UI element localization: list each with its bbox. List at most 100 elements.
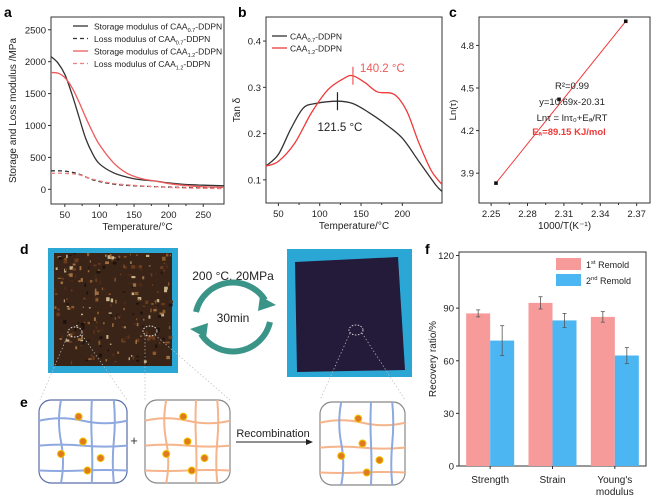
photo-before-sample xyxy=(54,253,172,366)
series-line xyxy=(50,56,225,187)
texture-speck xyxy=(98,353,102,358)
y-tick-label: 1500 xyxy=(25,89,46,100)
texture-speck xyxy=(123,264,125,269)
x-tick-label: 250 xyxy=(195,210,211,221)
texture-speck xyxy=(125,336,129,339)
texture-speck xyxy=(98,263,101,265)
texture-speck xyxy=(86,253,90,257)
texture-speck xyxy=(153,309,157,312)
panel-e-schematic: + Recombination xyxy=(38,399,406,486)
texture-speck xyxy=(96,321,98,324)
crosslink-icon xyxy=(354,414,363,423)
texture-speck xyxy=(117,351,120,354)
x-tick-label: 200 xyxy=(394,209,410,220)
texture-speck xyxy=(123,301,126,305)
bar xyxy=(614,355,639,466)
texture-speck xyxy=(93,264,97,267)
texture-speck xyxy=(132,283,137,287)
texture-speck xyxy=(118,255,121,258)
texture-speck xyxy=(138,283,143,286)
texture-speck xyxy=(110,315,113,317)
texture-speck xyxy=(136,355,139,358)
texture-speck xyxy=(65,303,70,305)
texture-speck xyxy=(153,311,156,314)
polymer-chain xyxy=(38,469,128,473)
chart-b-tan-delta: 50 100 150 200 0.1 0.2 0.3 0.4 Temperature/°C Tan… xyxy=(232,16,443,232)
texture-speck xyxy=(81,327,83,331)
y-tick-label: 4.8 xyxy=(461,41,474,52)
texture-speck xyxy=(166,355,170,360)
texture-speck xyxy=(68,341,73,343)
panel-label-f: f xyxy=(425,241,430,257)
texture-speck xyxy=(54,306,57,309)
legend-label: Storage modulus of CAA1.2-DDPN xyxy=(94,47,222,60)
texture-speck xyxy=(114,317,117,320)
y-tick-label: 0 xyxy=(41,185,46,196)
texture-speck xyxy=(70,336,73,338)
fit-line xyxy=(495,20,627,184)
texture-speck xyxy=(143,360,147,363)
texture-speck xyxy=(163,269,166,272)
texture-speck xyxy=(67,307,71,310)
y-tick-label: 500 xyxy=(30,153,46,164)
panel-label-a: a xyxy=(4,4,12,20)
crosslink-icon xyxy=(74,412,83,421)
texture-speck xyxy=(163,342,166,344)
texture-speck xyxy=(169,300,173,304)
texture-speck xyxy=(114,360,117,363)
texture-speck xyxy=(102,287,106,291)
texture-speck xyxy=(150,335,154,339)
zoom-circle xyxy=(142,325,158,337)
panel-label-d: d xyxy=(20,241,29,257)
texture-speck xyxy=(161,302,165,306)
y-tick-label: 0 xyxy=(449,462,454,473)
texture-speck xyxy=(77,321,79,324)
texture-speck xyxy=(136,338,140,342)
texture-speck xyxy=(148,265,151,267)
chart-c-arrhenius: 2.25 2.28 2.31 2.34 2.37 3.9 4.2 4.5 4.8 1000/T(K… xyxy=(448,16,651,232)
bar xyxy=(466,313,491,466)
texture-speck xyxy=(93,317,96,321)
series-line xyxy=(265,74,443,185)
texture-speck xyxy=(168,282,170,286)
texture-speck xyxy=(146,334,148,338)
texture-speck xyxy=(99,329,103,331)
texture-speck xyxy=(80,278,83,282)
texture-speck xyxy=(85,318,87,321)
texture-speck xyxy=(87,321,91,325)
texture-speck xyxy=(81,333,85,336)
legend-label: CAA0.7-DDPN xyxy=(290,32,342,45)
texture-speck xyxy=(160,266,164,270)
texture-speck xyxy=(137,297,142,301)
texture-speck xyxy=(133,322,137,325)
y-tick-label: 0.4 xyxy=(248,37,261,48)
texture-speck xyxy=(112,261,117,265)
y-tick-label: 1000 xyxy=(25,121,46,132)
legend-label: Storage modulus of CAA0.7-DDPN xyxy=(94,22,222,35)
texture-speck xyxy=(69,333,73,338)
texture-speck xyxy=(95,326,98,330)
texture-speck xyxy=(164,289,168,293)
texture-speck xyxy=(74,258,79,263)
texture-speck xyxy=(80,345,83,347)
x-tick-label: 150 xyxy=(353,209,369,220)
texture-speck xyxy=(155,271,157,276)
texture-speck xyxy=(132,313,135,316)
texture-speck xyxy=(99,345,102,348)
x-axis-label: 1000/T(K⁻¹) xyxy=(538,221,591,232)
texture-speck xyxy=(130,261,132,264)
texture-speck xyxy=(81,335,83,339)
y-tick-label: 0.2 xyxy=(248,129,261,140)
texture-speck xyxy=(70,279,74,282)
texture-speck xyxy=(107,255,112,259)
recombination-label: Recombination xyxy=(236,428,309,440)
texture-speck xyxy=(64,286,67,290)
texture-speck xyxy=(87,266,90,269)
texture-speck xyxy=(94,274,97,278)
bar xyxy=(528,302,553,466)
crosslink-icon xyxy=(83,466,92,475)
texture-speck xyxy=(60,281,64,285)
y-axis-label: Recovery ratio/% xyxy=(428,321,439,397)
texture-speck xyxy=(124,326,126,329)
texture-speck xyxy=(71,289,73,292)
